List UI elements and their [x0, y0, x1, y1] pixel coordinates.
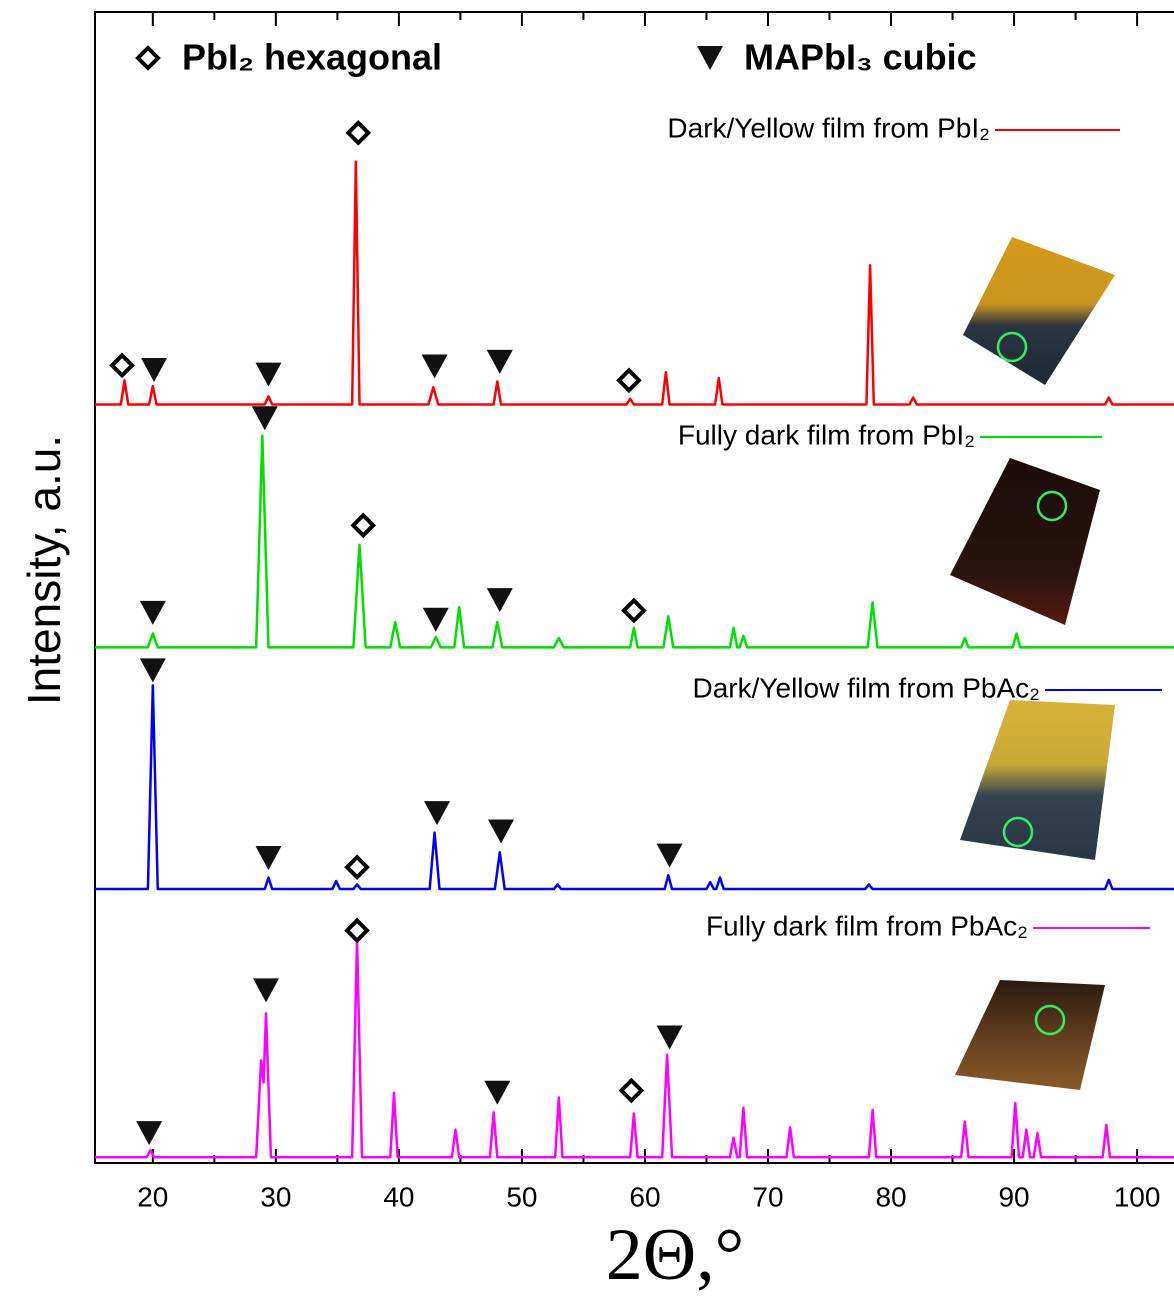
x-tick-label: 30 [260, 1181, 291, 1212]
x-tick-label: 50 [506, 1181, 537, 1212]
x-tick-label: 90 [998, 1181, 1029, 1212]
x-tick-label: 40 [383, 1181, 414, 1212]
x-tick-label: 100 [1114, 1181, 1161, 1212]
legend-label: PbI₂ hexagonal [182, 37, 442, 78]
x-axis-label: 2Θ,° [606, 1214, 745, 1296]
x-tick-label: 20 [137, 1181, 168, 1212]
y-axis-label: Intensity, a.u. [18, 435, 70, 705]
legend-label: Fully dark film from PbAc₂ [706, 910, 1028, 941]
legend-label: Dark/Yellow film from PbAc₂ [693, 672, 1040, 703]
legend-label: Fully dark film from PbI₂ [678, 419, 975, 450]
background [0, 0, 1174, 1306]
chart: Intensity, a.u. 2Θ,° 20 30 40 50 60 70 80 90 100… [0, 0, 1174, 1306]
x-tick-label: 60 [629, 1181, 660, 1212]
x-tick-label: 80 [875, 1181, 906, 1212]
legend-label: MAPbI₃ cubic [744, 37, 977, 78]
x-tick-label: 70 [752, 1181, 783, 1212]
legend-label: Dark/Yellow film from PbI₂ [667, 112, 990, 143]
